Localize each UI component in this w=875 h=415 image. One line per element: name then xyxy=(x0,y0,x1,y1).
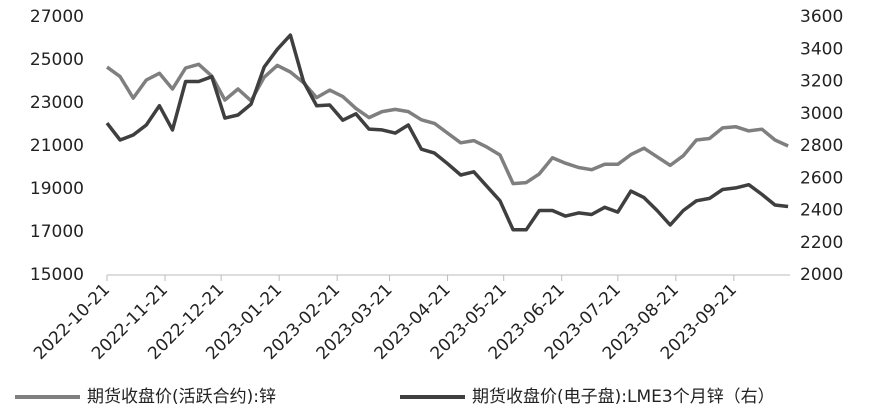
y-tick-label: 27000 xyxy=(30,7,84,27)
series-line xyxy=(105,62,789,186)
y2-tick-label: 3600 xyxy=(800,7,843,27)
y-tick-label: 21000 xyxy=(30,136,84,156)
legend-label: 期货收盘价(活跃合约):锌 xyxy=(87,387,276,407)
y2-tick-label: 2800 xyxy=(800,136,843,156)
y-tick-label: 17000 xyxy=(30,222,84,242)
y-tick-label: 15000 xyxy=(30,265,84,285)
series-line xyxy=(105,33,789,232)
y2-tick-label: 3200 xyxy=(800,72,843,92)
y2-tick-label: 2600 xyxy=(800,168,843,188)
y2-tick-label: 2200 xyxy=(800,233,843,253)
legend-label: 期货收盘价(电子盘):LME3个月锌（右） xyxy=(472,387,775,407)
y-tick-label: 23000 xyxy=(30,93,84,113)
y2-tick-label: 3400 xyxy=(800,39,843,59)
y2-tick-label: 2400 xyxy=(800,201,843,221)
y-tick-label: 25000 xyxy=(30,50,84,70)
y2-tick-label: 3000 xyxy=(800,104,843,124)
y-tick-label: 19000 xyxy=(30,179,84,199)
y2-tick-label: 2000 xyxy=(800,265,843,285)
